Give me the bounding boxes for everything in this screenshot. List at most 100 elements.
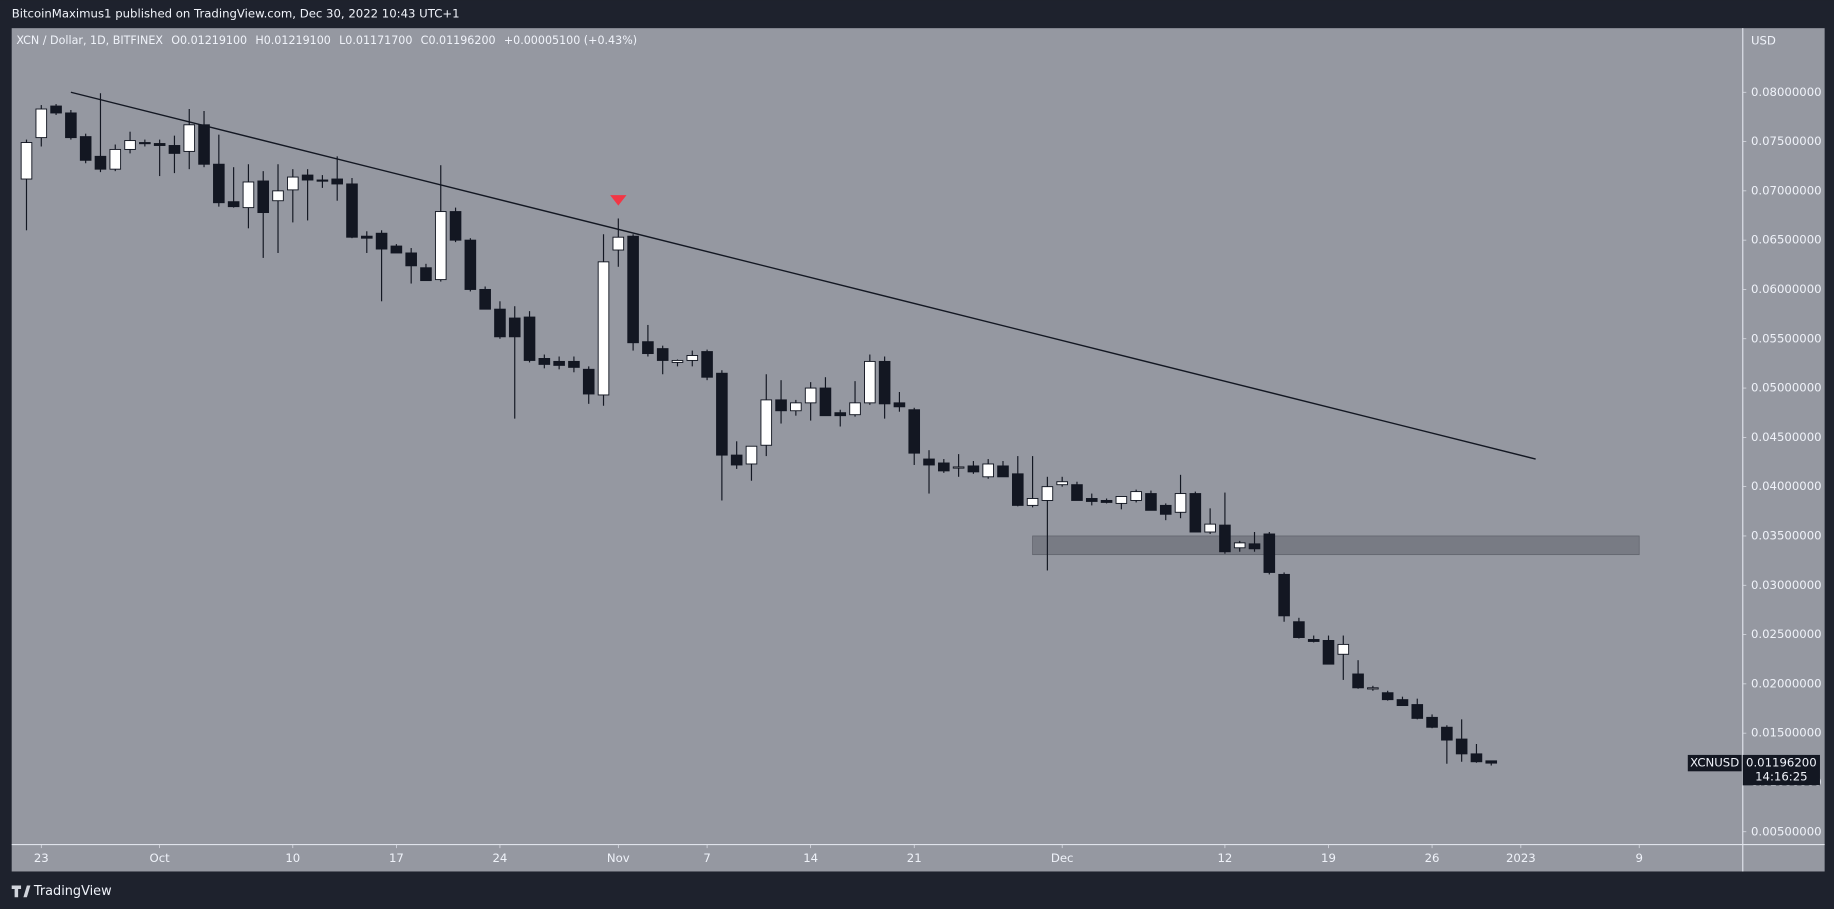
candle-down [79, 136, 92, 161]
candle-down [1381, 692, 1394, 701]
candle-up [183, 124, 196, 152]
candle-up [1233, 542, 1246, 549]
y-tick-label: 0.08000000 [1751, 85, 1822, 99]
candle-down [701, 351, 713, 378]
x-tick-label: Nov [607, 851, 630, 865]
candle-down [553, 360, 565, 366]
brand-logo [11, 885, 31, 898]
x-tick-label: 2023 [1506, 851, 1536, 865]
candle-up [1115, 496, 1128, 504]
ohlc-value: 0.01219100 [264, 34, 331, 47]
ohlc-value: 0.01196200 [428, 34, 495, 47]
ohlc-value: 0.01219100 [180, 34, 247, 47]
y-tick-label: 0.04500000 [1751, 430, 1822, 444]
x-tick-label: Oct [150, 851, 171, 865]
candle-down [716, 372, 728, 456]
ohlc-label: H [255, 34, 263, 47]
candle-down [1441, 726, 1453, 741]
ohlc-label: C [421, 34, 429, 47]
candle-down [390, 245, 403, 254]
candle-down [1219, 524, 1231, 553]
x-tick-label: 9 [1635, 851, 1642, 865]
candle-down [168, 145, 181, 154]
y-tick-label: 0.07000000 [1751, 183, 1822, 197]
candle-down [1426, 716, 1438, 728]
candle-up [597, 261, 610, 396]
candle-down [642, 341, 654, 355]
candle-down [479, 288, 491, 310]
x-tick-label: 26 [1425, 851, 1440, 865]
x-tick-label: 21 [907, 851, 922, 865]
candle-up [671, 359, 684, 363]
candle-down [582, 368, 595, 395]
candle-up [1367, 687, 1379, 690]
publish-info: BitcoinMaximus1 published on TradingView… [12, 7, 460, 21]
candle-up [35, 108, 48, 139]
candle-up [864, 360, 876, 404]
y-tick-label: 0.03500000 [1751, 528, 1822, 542]
candle-down [494, 308, 506, 338]
candle-up [612, 236, 625, 251]
candle-up [790, 402, 802, 412]
candle-down [523, 316, 536, 361]
candle-down [65, 112, 77, 139]
brand: TradingView [11, 884, 112, 899]
brand-name: TradingView [33, 884, 112, 899]
candle-down [1011, 473, 1024, 506]
candle-down [346, 183, 358, 238]
y-tick-label: 0.06000000 [1751, 282, 1822, 296]
candle-down [1455, 738, 1468, 755]
candle-up [1130, 491, 1142, 501]
candle-up [760, 399, 773, 446]
candle-down [834, 412, 847, 417]
candle-down [1189, 493, 1202, 533]
y-tick-label: 0.07500000 [1751, 134, 1822, 148]
candle-down [331, 178, 343, 185]
candle-down [420, 267, 432, 282]
candle-up [1056, 481, 1068, 486]
candle-down [1322, 640, 1335, 665]
candle-up [804, 387, 817, 404]
y-tick-label: 0.04000000 [1751, 479, 1822, 493]
x-tick-label: Dec [1051, 851, 1074, 865]
candle-down [923, 458, 935, 466]
candle-down [1145, 493, 1157, 511]
candle-down [213, 163, 225, 204]
symbol-badge [1687, 754, 1742, 772]
candle-down [938, 462, 950, 472]
support-zone [1032, 535, 1640, 556]
candle-down [775, 399, 787, 412]
candle-down [656, 348, 669, 361]
candle-down [967, 465, 980, 473]
candle-up [109, 148, 122, 170]
y-tick-label: 0.06500000 [1751, 233, 1822, 247]
candle-down [819, 387, 832, 417]
candle-down [568, 360, 580, 368]
y-tick-label: 0.01500000 [1751, 726, 1822, 740]
candle-up [20, 142, 33, 180]
candle-down [139, 142, 151, 145]
candle-down [449, 211, 462, 241]
candle-down [375, 232, 388, 250]
candle-down [227, 201, 240, 208]
y-tick-label: 0.05500000 [1751, 331, 1822, 345]
candle-up [1026, 498, 1039, 506]
symbol-badge-text: XCNUSD [1690, 756, 1739, 770]
ohlc-value: 0.01171700 [345, 34, 412, 47]
change: +0.00005100 (+0.43%) [504, 34, 637, 47]
candle-up [1204, 523, 1216, 533]
y-axis-label: USD [1751, 34, 1776, 48]
candle-up [272, 190, 284, 202]
legend: XCN / Dollar, 1D, BITFINEX O0.01219100 H… [16, 34, 637, 47]
candle-down [1071, 484, 1083, 501]
candle-down [360, 235, 373, 239]
x-tick-label: 14 [803, 851, 818, 865]
candle-down [538, 358, 551, 365]
y-tick-label: 0.05000000 [1751, 381, 1822, 395]
countdown-text: 14:16:25 [1755, 770, 1808, 784]
candle-down [257, 180, 270, 214]
candle-down [627, 235, 639, 344]
candle-down [1352, 673, 1364, 689]
candle-down [301, 174, 314, 181]
